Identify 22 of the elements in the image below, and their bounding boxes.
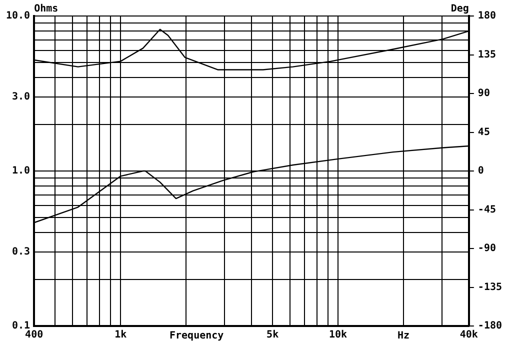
y2-tick-label: -135 (478, 282, 502, 293)
y2-tick-label: 90 (478, 88, 490, 100)
x-axis-title: Frequency (169, 330, 224, 342)
y2-tick-label: -45 (478, 204, 496, 216)
x-tick-label: 10k (328, 330, 348, 341)
y2-tick-label: 180 (478, 10, 496, 22)
y2-tick-label: -180 (478, 320, 502, 332)
y2-tick-label: 45 (478, 126, 490, 138)
y-tick-label: 10.0 (6, 10, 30, 22)
x-tick-label: 1k (114, 330, 127, 341)
y-tick-label: 1.0 (12, 166, 30, 177)
y-axis-title: Ohms (34, 4, 58, 15)
y2-axis-title: Deg (450, 4, 469, 15)
y2-tick-label: 135 (478, 49, 496, 60)
y-tick-label: 0.3 (12, 246, 30, 258)
y-tick-label: 3.0 (12, 92, 30, 103)
x-tick-label: 400 (25, 330, 44, 341)
x-tick-label: 40k (460, 330, 478, 341)
y2-tick-label: 0 (478, 166, 484, 177)
text: Hz (397, 330, 410, 342)
x-tick-label: 5k (266, 330, 279, 341)
y2-tick-label: -90 (478, 243, 496, 254)
